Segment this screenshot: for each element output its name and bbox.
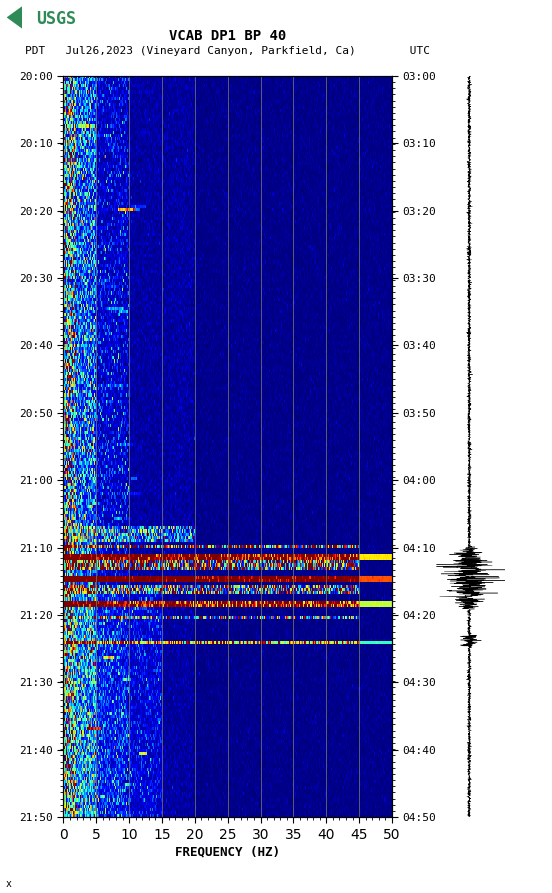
X-axis label: FREQUENCY (HZ): FREQUENCY (HZ)	[175, 846, 280, 859]
Text: PDT   Jul26,2023 (Vineyard Canyon, Parkfield, Ca)        UTC: PDT Jul26,2023 (Vineyard Canyon, Parkfie…	[25, 46, 430, 56]
Polygon shape	[7, 6, 22, 29]
Text: USGS: USGS	[36, 10, 76, 28]
Text: VCAB DP1 BP 40: VCAB DP1 BP 40	[169, 29, 286, 43]
Text: x: x	[6, 879, 12, 889]
